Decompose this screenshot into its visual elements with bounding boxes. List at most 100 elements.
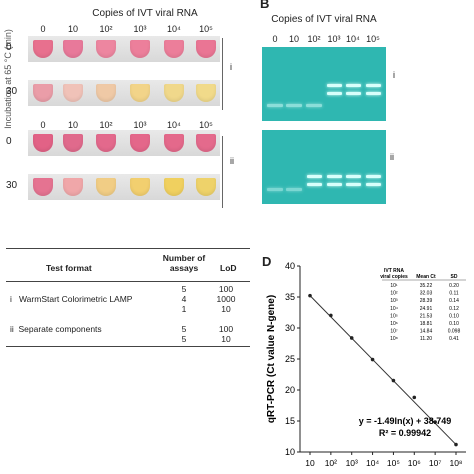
y-tick-label: 10 xyxy=(285,447,295,457)
column-label: 10² xyxy=(99,24,113,34)
inset-cell: 10⁸ xyxy=(390,336,398,342)
column-label: 10² xyxy=(307,34,321,44)
column-label: 0 xyxy=(40,120,46,130)
inset-cell: 0.10 xyxy=(449,321,459,327)
reaction-tube xyxy=(96,40,116,58)
reaction-tube xyxy=(33,84,53,102)
gel-band xyxy=(366,84,381,87)
gel-image-i xyxy=(262,47,386,121)
reaction-tube xyxy=(196,134,216,152)
gel-band xyxy=(366,92,381,95)
reaction-tube xyxy=(96,178,116,196)
gel-band xyxy=(327,183,342,186)
data-point xyxy=(433,420,437,424)
column-label: 10⁵ xyxy=(366,34,380,44)
y-tick-label: 15 xyxy=(285,416,295,426)
table-bottom-rule xyxy=(6,346,250,347)
inset-cell: 32.03 xyxy=(420,291,433,297)
reaction-tube xyxy=(63,178,83,196)
gel-band xyxy=(307,175,322,178)
panel-b-heading: Copies of IVT viral RNA xyxy=(271,14,377,25)
reaction-tube xyxy=(164,40,184,58)
header-number-of-assays: Number of assays xyxy=(162,253,206,273)
x-tick-label: 10² xyxy=(325,458,337,468)
header-test-format: Test format xyxy=(46,263,92,273)
column-label: 10³ xyxy=(133,120,147,130)
inset-cell: 18.81 xyxy=(420,321,433,327)
table-body: 5 100 i WarmStart Colorimetric LAMP 4 1000 1 1… xyxy=(6,284,250,347)
y-tick-label: 20 xyxy=(285,385,295,395)
data-point xyxy=(370,357,375,362)
x-tick-label: 10⁴ xyxy=(366,458,379,468)
gel-band xyxy=(346,183,361,186)
data-point xyxy=(454,442,458,447)
incubation-time-label: 0 xyxy=(6,42,12,53)
inset-cell: 14.84 xyxy=(420,329,433,335)
table-cell-label: i WarmStart Colorimetric LAMP xyxy=(10,294,133,304)
inset-cell: 0.12 xyxy=(449,306,459,312)
column-label: 10² xyxy=(99,120,113,130)
column-label: 10 xyxy=(288,34,299,44)
reaction-tube xyxy=(130,84,150,102)
inset-cell: 0.098 xyxy=(448,329,461,335)
trend-line xyxy=(309,295,457,445)
y-tick-label: 25 xyxy=(285,354,295,364)
panel-a-divider-top xyxy=(222,38,223,110)
table-cell-lod: 10 xyxy=(221,334,231,344)
reaction-tube xyxy=(196,84,216,102)
table-cell-lod: 100 xyxy=(218,284,234,294)
panel-a-heading: Copies of IVT viral RNA xyxy=(92,8,198,19)
column-label: 10⁴ xyxy=(167,120,181,130)
y-tick-label: 30 xyxy=(285,323,295,333)
r-squared: R² = 0.99942 xyxy=(379,428,431,438)
gel-band xyxy=(346,92,361,95)
inset-cell: 10⁶ xyxy=(390,321,398,327)
panel-b-roman-i: i xyxy=(393,70,395,80)
gel-band xyxy=(286,104,302,107)
tube-rack-row xyxy=(28,174,220,200)
reaction-tube xyxy=(63,84,83,102)
column-label: 10 xyxy=(67,120,78,130)
reaction-tube xyxy=(196,178,216,196)
condition-label: ii xyxy=(230,156,234,166)
tube-rack-row xyxy=(28,36,220,62)
column-label: 10⁵ xyxy=(199,24,213,34)
inset-cell: 11.20 xyxy=(420,336,432,342)
inset-cell: 10⁵ xyxy=(390,313,398,319)
panel-a-tube-rows: 0 i 30 0 ii 30 xyxy=(0,0,240,200)
table-cell-lod: 100 xyxy=(218,324,234,334)
condition-label: i xyxy=(230,62,232,72)
tube-rack-row xyxy=(28,130,220,156)
reaction-tube xyxy=(33,178,53,196)
panel-a-column-labels-top: 0 10 10² 10³ 10⁴ 10⁵ xyxy=(0,24,240,36)
reaction-tube xyxy=(130,40,150,58)
gel-band xyxy=(346,84,361,87)
gel-band xyxy=(286,188,302,191)
x-tick-label: 10⁷ xyxy=(429,458,442,468)
table-cell-assays: 4 xyxy=(181,294,187,304)
inset-cell: 35.22 xyxy=(420,283,433,289)
inset-cell: 0.10 xyxy=(449,313,459,319)
gel-band xyxy=(327,84,342,87)
gel-band xyxy=(346,175,361,178)
column-label: 10³ xyxy=(327,34,341,44)
reaction-tube xyxy=(33,134,53,152)
data-point xyxy=(308,293,312,298)
panel-b-column-labels: 0 10 10² 10³ 10⁴ 10⁵ xyxy=(262,34,386,46)
inset-cell: 0.41 xyxy=(449,336,459,342)
tube-rack-row xyxy=(28,80,220,106)
inset-cell: 10³ xyxy=(390,298,398,304)
data-point xyxy=(329,313,333,318)
inset-cell: 21.53 xyxy=(420,313,433,319)
table-header-rule xyxy=(6,281,250,282)
incubation-time-label: 30 xyxy=(6,86,18,97)
inset-cell: 10² xyxy=(390,291,398,297)
table-cell-label: ii Separate components xyxy=(10,324,102,334)
column-label: 10 xyxy=(67,24,78,34)
gel-band xyxy=(267,188,283,191)
inset-header: Mean Ct xyxy=(416,274,436,280)
table-cell-assays: 5 xyxy=(181,324,187,334)
inset-cell: 28.39 xyxy=(420,298,433,304)
data-point xyxy=(349,336,354,340)
table-top-rule xyxy=(6,248,250,249)
